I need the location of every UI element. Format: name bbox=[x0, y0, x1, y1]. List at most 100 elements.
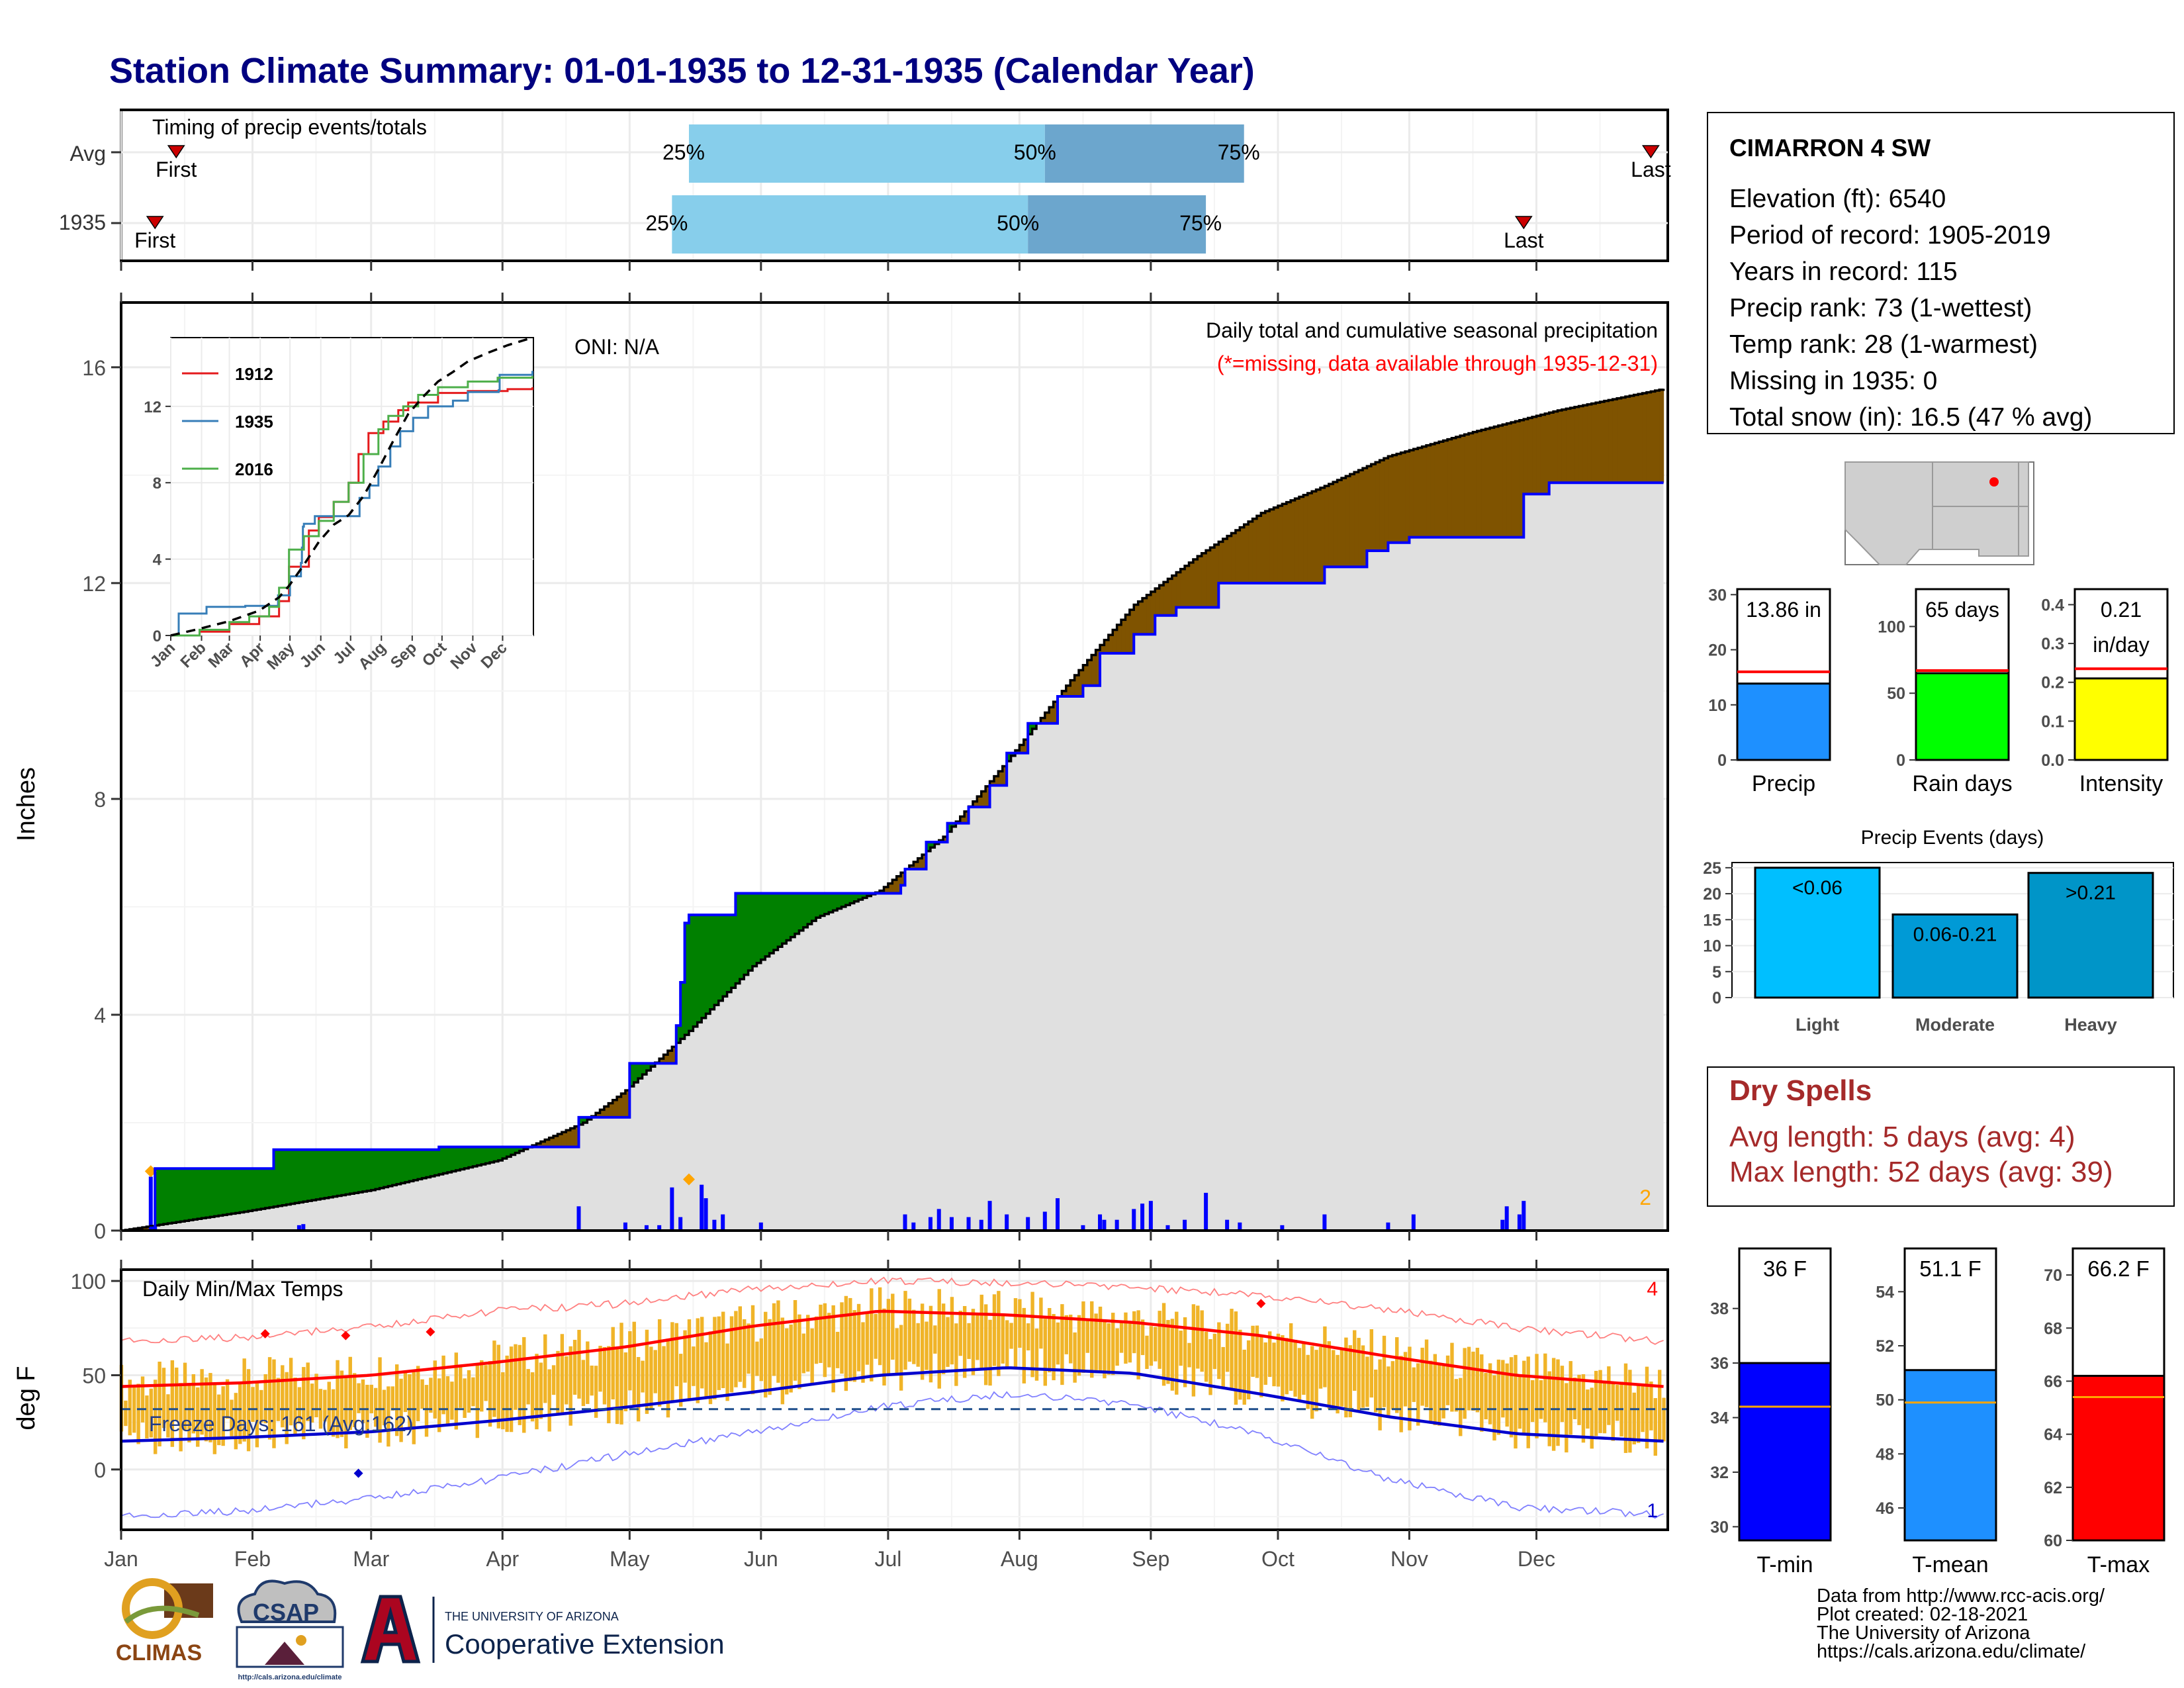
daily-temp-range-bar bbox=[916, 1323, 920, 1367]
timing-row-label-avg: Avg bbox=[69, 142, 106, 165]
daily-temp-range-bar bbox=[602, 1347, 607, 1405]
daily-temp-range-bar bbox=[1314, 1350, 1318, 1412]
daily-temp-range-bar bbox=[734, 1311, 738, 1387]
drier-than-avg-area bbox=[1256, 516, 1261, 583]
daily-temp-range-bar bbox=[463, 1378, 467, 1419]
daily-temp-range-bar bbox=[1420, 1347, 1424, 1406]
drier-than-avg-area bbox=[1591, 403, 1596, 483]
csap-logo: CSAP http://cals.arizona.edu/climate bbox=[236, 1579, 344, 1681]
wetter-than-avg-area bbox=[269, 1168, 275, 1207]
drier-than-avg-area bbox=[1587, 404, 1592, 483]
daily-precip-bar bbox=[678, 1217, 683, 1231]
wetter-than-avg-area bbox=[723, 915, 728, 997]
daily-temp-range-bar bbox=[725, 1343, 729, 1401]
drier-than-avg-area bbox=[566, 1130, 571, 1147]
wetter-than-avg-area bbox=[163, 1168, 169, 1225]
month-axis: Jan Feb Mar Apr May Jun Jul Aug Sep Oct Nov Dec bbox=[104, 1260, 1555, 1571]
temp-summary-label-T-min: T-min bbox=[1757, 1552, 1813, 1577]
daily-temp-range-bar bbox=[577, 1329, 581, 1399]
daily-temp-range-bar bbox=[276, 1378, 281, 1421]
daily-temp-range-bar bbox=[1387, 1366, 1390, 1415]
drier-than-avg-area bbox=[1384, 458, 1389, 551]
month-label-Nov: Nov bbox=[1390, 1547, 1428, 1571]
drier-than-avg-area bbox=[561, 1132, 567, 1147]
drier-than-avg-area bbox=[1557, 410, 1563, 483]
daily-precip-bar bbox=[623, 1222, 627, 1231]
daily-temp-range-bar bbox=[475, 1365, 480, 1438]
drier-than-avg-area bbox=[1307, 493, 1312, 583]
daily-temp-range-bar bbox=[1285, 1338, 1289, 1395]
daily-temp-range-bar bbox=[1518, 1376, 1522, 1429]
wetter-than-avg-area bbox=[473, 1147, 478, 1167]
wetter-than-avg-area bbox=[582, 1117, 588, 1123]
wetter-than-avg-area bbox=[739, 893, 745, 980]
daily-temp-range-bar bbox=[1526, 1356, 1530, 1448]
normal-high-line bbox=[120, 1309, 1664, 1388]
drier-than-avg-area bbox=[1248, 521, 1253, 583]
daily-temp-range-bar bbox=[844, 1295, 848, 1391]
daily-precip-bar bbox=[1005, 1214, 1009, 1231]
daily-temp-range-bar bbox=[1572, 1377, 1577, 1419]
month-label-Jun: Jun bbox=[744, 1547, 778, 1571]
temp-summary-label-T-mean: T-mean bbox=[1912, 1552, 1988, 1577]
daily-temp-range-bar bbox=[293, 1377, 297, 1435]
wetter-than-avg-area bbox=[422, 1149, 427, 1178]
daily-temp-range-bar bbox=[856, 1303, 861, 1372]
wetter-than-avg-area bbox=[829, 893, 834, 913]
temp-summary-y-tick-label: 66 bbox=[2044, 1372, 2062, 1391]
wetter-than-avg-area bbox=[477, 1147, 482, 1166]
daily-temp-range-bar bbox=[212, 1383, 217, 1454]
daily-temp-range-bar bbox=[729, 1316, 734, 1393]
temp-summary-value-T-max: 66.2 F bbox=[2087, 1256, 2150, 1281]
daily-temp-range-bar bbox=[547, 1369, 551, 1432]
daily-temp-range-bar bbox=[501, 1372, 505, 1430]
daily-temp-range-bar bbox=[154, 1380, 158, 1454]
wetter-than-avg-area bbox=[506, 1147, 512, 1157]
daily-temp-range-bar bbox=[1221, 1346, 1225, 1387]
daily-temp-range-bar bbox=[619, 1323, 623, 1425]
drier-than-avg-area bbox=[545, 1139, 550, 1147]
daily-temp-range-bar bbox=[556, 1350, 560, 1415]
drier-than-avg-area bbox=[1422, 446, 1427, 538]
drier-than-avg-area bbox=[1121, 620, 1126, 653]
daily-temp-range-bar bbox=[1212, 1333, 1217, 1370]
daily-temp-range-bar bbox=[1263, 1342, 1267, 1385]
drier-than-avg-area bbox=[1604, 400, 1609, 483]
drier-than-avg-area bbox=[1298, 496, 1304, 583]
drier-than-avg-area bbox=[600, 1109, 605, 1117]
daily-temp-range-bar bbox=[1013, 1298, 1018, 1370]
daily-temp-range-bar bbox=[170, 1360, 175, 1447]
precip-events-label-Moderate: Moderate bbox=[1915, 1015, 1995, 1035]
daily-temp-range-bar bbox=[1514, 1354, 1518, 1449]
inset-series-1935 bbox=[171, 371, 533, 637]
freeze-days-note: Freeze Days: 161 (Avg:162) bbox=[149, 1412, 414, 1436]
temp-summary-y-tick-label: 34 bbox=[1710, 1409, 1729, 1428]
wetter-than-avg-area bbox=[227, 1168, 232, 1215]
wetter-than-avg-area bbox=[807, 893, 813, 925]
drier-than-avg-area bbox=[1633, 395, 1639, 483]
wetter-than-avg-area bbox=[367, 1149, 372, 1191]
drier-than-avg-area bbox=[917, 858, 923, 869]
temp-summary-bars: 30 32 34 36 38 36 F T-min 46 48 50 52 54 51.1 F T-mea… bbox=[1710, 1247, 2165, 1577]
drier-than-avg-area bbox=[1087, 660, 1092, 686]
daily-precip-bar bbox=[712, 1219, 717, 1231]
daily-temp-range-bar bbox=[1318, 1346, 1323, 1389]
drier-than-avg-area bbox=[993, 776, 999, 786]
wetter-than-avg-area bbox=[646, 1063, 651, 1071]
daily-precip-bar bbox=[1204, 1192, 1208, 1231]
drier-than-avg-area bbox=[1095, 649, 1101, 686]
temp-panel: 0 50 100 deg F Daily Min/Max Temps Freeze … bbox=[13, 1260, 1669, 1571]
daily-temp-range-bar bbox=[874, 1313, 878, 1359]
daily-temp-range-bar bbox=[958, 1311, 962, 1356]
drier-than-avg-area bbox=[1434, 443, 1439, 538]
daily-temp-range-bar bbox=[1623, 1363, 1628, 1453]
daily-temp-range-bar bbox=[1535, 1354, 1539, 1438]
daily-temp-range-bar bbox=[1251, 1325, 1255, 1377]
precip-corner-count: 2 bbox=[1639, 1186, 1651, 1209]
wetter-than-avg-area bbox=[705, 915, 711, 1014]
daily-temp-range-bar bbox=[1598, 1370, 1602, 1433]
daily-temp-range-bar bbox=[394, 1364, 399, 1436]
precip-events-bar-Heavy bbox=[2027, 872, 2154, 999]
wetter-than-avg-area bbox=[358, 1149, 363, 1193]
summary-y-tick-label: 20 bbox=[1708, 641, 1727, 660]
